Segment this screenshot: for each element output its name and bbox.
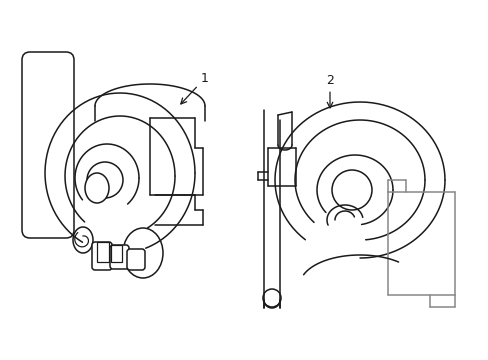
FancyBboxPatch shape	[127, 249, 145, 270]
Circle shape	[263, 289, 281, 307]
Circle shape	[331, 170, 371, 210]
Ellipse shape	[123, 228, 163, 278]
FancyBboxPatch shape	[110, 245, 129, 269]
FancyBboxPatch shape	[22, 52, 74, 238]
Bar	[97, 242, 109, 262]
Text: 1: 1	[181, 72, 208, 104]
Ellipse shape	[73, 227, 93, 253]
Ellipse shape	[85, 173, 109, 203]
Text: 2: 2	[325, 73, 333, 108]
Circle shape	[87, 162, 123, 198]
Bar	[111, 245, 122, 262]
Circle shape	[39, 73, 57, 91]
FancyBboxPatch shape	[92, 242, 112, 270]
